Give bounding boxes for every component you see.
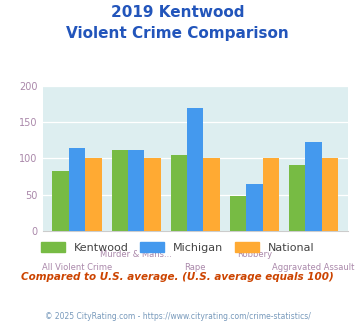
- Text: Murder & Mans...: Murder & Mans...: [100, 250, 172, 259]
- Bar: [85, 158, 102, 231]
- Legend: Kentwood, Michigan, National: Kentwood, Michigan, National: [40, 242, 315, 253]
- Bar: [289, 165, 305, 231]
- Text: Robbery: Robbery: [237, 250, 272, 259]
- Bar: [187, 108, 203, 231]
- Bar: [128, 150, 144, 231]
- Text: Aggravated Assault: Aggravated Assault: [272, 263, 355, 272]
- Bar: [144, 158, 161, 231]
- Bar: [203, 158, 220, 231]
- Text: © 2025 CityRating.com - https://www.cityrating.com/crime-statistics/: © 2025 CityRating.com - https://www.city…: [45, 312, 310, 321]
- Bar: [171, 155, 187, 231]
- Text: Violent Crime Comparison: Violent Crime Comparison: [66, 26, 289, 41]
- Bar: [246, 184, 263, 231]
- Text: Compared to U.S. average. (U.S. average equals 100): Compared to U.S. average. (U.S. average …: [21, 272, 334, 282]
- Bar: [263, 158, 279, 231]
- Bar: [69, 148, 85, 231]
- Bar: [111, 150, 128, 231]
- Bar: [230, 196, 246, 231]
- Bar: [322, 158, 338, 231]
- Bar: [53, 172, 69, 231]
- Bar: [305, 143, 322, 231]
- Text: 2019 Kentwood: 2019 Kentwood: [111, 5, 244, 20]
- Text: All Violent Crime: All Violent Crime: [42, 263, 112, 272]
- Text: Rape: Rape: [185, 263, 206, 272]
